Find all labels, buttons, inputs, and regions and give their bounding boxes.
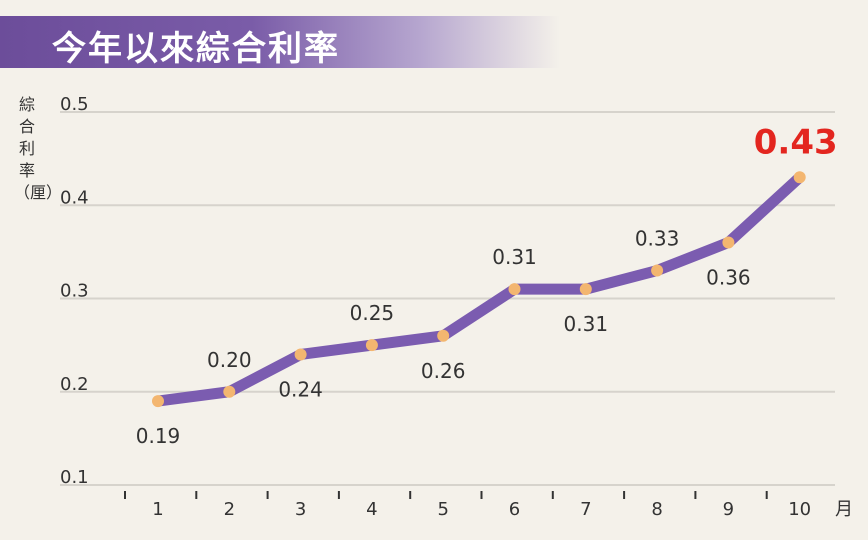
data-point: [651, 264, 664, 277]
data-point: [722, 236, 735, 249]
x-tick-label: 10: [788, 499, 811, 520]
data-point: [508, 283, 521, 296]
data-label: 0.20: [207, 348, 252, 372]
x-tick-label: 5: [437, 499, 448, 520]
data-label: 0.31: [492, 245, 537, 269]
data-point: [223, 385, 236, 398]
x-tick-label: 1: [152, 499, 163, 520]
x-tick-label: 9: [723, 499, 734, 520]
y-tick-label: 0.1: [60, 467, 89, 488]
title-banner: [0, 16, 560, 68]
data-label: 0.26: [421, 359, 466, 383]
x-tick-label: 7: [580, 499, 591, 520]
y-tick-label: 0.3: [60, 281, 89, 302]
data-point: [152, 395, 164, 408]
data-point: [365, 339, 378, 352]
x-tick-label: 3: [295, 499, 306, 520]
data-label: 0.36: [706, 266, 751, 290]
y-tick-label: 0.5: [60, 94, 89, 115]
x-unit-label: 月: [835, 499, 853, 520]
chart-title: 今年以來綜合利率: [52, 29, 340, 69]
data-label-highlight: 0.43: [754, 122, 838, 162]
series-line: [152, 171, 806, 407]
data-label: 0.19: [136, 424, 181, 448]
data-point: [294, 348, 307, 361]
data-label: 0.31: [564, 312, 609, 336]
data-label: 0.33: [635, 227, 680, 251]
x-tick-label: 6: [509, 499, 520, 520]
y-tick-label: 0.2: [60, 374, 89, 395]
x-tick-label: 2: [224, 499, 235, 520]
data-point: [437, 329, 450, 342]
data-point: [579, 283, 592, 296]
data-point: [793, 171, 806, 184]
x-tick-label: 8: [651, 499, 662, 520]
y-tick-label: 0.4: [60, 187, 89, 208]
x-tick-label: 4: [366, 499, 377, 520]
data-label: 0.24: [278, 377, 323, 401]
data-label: 0.25: [350, 301, 395, 325]
